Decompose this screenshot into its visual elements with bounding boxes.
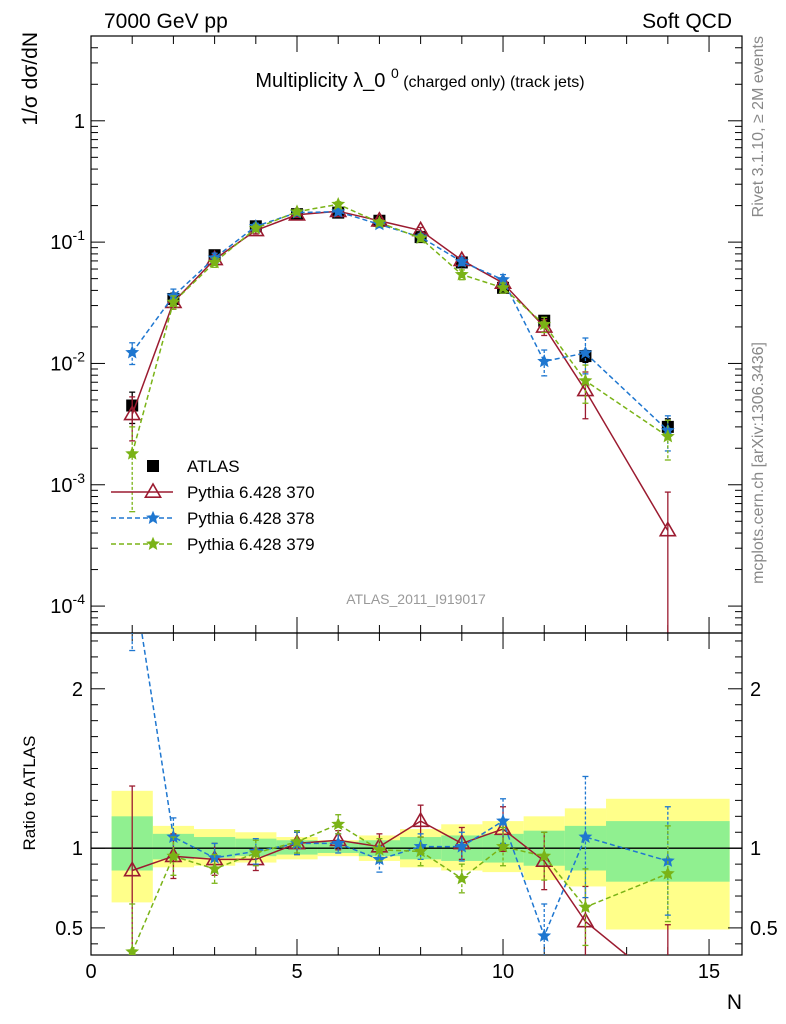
energy-label: 7000 GeV pp (104, 10, 228, 33)
data-point (372, 215, 387, 229)
y-tick-exponent: -3 (73, 470, 86, 486)
data-point (413, 230, 428, 244)
ratio-point (496, 813, 510, 828)
title-suffix: (charged only) (track jets) (399, 74, 585, 91)
data-point (537, 317, 552, 331)
ratio-point (537, 928, 552, 942)
y-tick-label: 10-4 (50, 591, 85, 618)
legend-label: Pythia 6.428 378 (187, 509, 315, 528)
ratio-point (454, 839, 469, 853)
legend-item: Pythia 6.428 370 (111, 482, 315, 502)
data-point (123, 404, 142, 421)
ratio-y-tick-label: 0.5 (750, 918, 778, 940)
ratio-point (454, 871, 469, 885)
main-series (123, 197, 677, 633)
ratio-point (660, 981, 675, 994)
ratio-y-tick-label: 1 (750, 838, 761, 860)
ratio-series-pythia-6-428-378 (127, 565, 675, 955)
data-point (125, 446, 140, 460)
ratio-point (125, 944, 140, 955)
data-point (125, 345, 140, 359)
x-axis-label: N (727, 991, 742, 1014)
y-tick-exponent: -2 (73, 348, 86, 364)
ratio-point (290, 834, 304, 848)
data-point (331, 204, 346, 218)
data-point (331, 197, 346, 211)
ratio-point (123, 860, 142, 877)
ratio-y-tick-label: 2 (72, 679, 83, 701)
series-line (131, 210, 669, 432)
title-superscript: 0 (391, 65, 399, 81)
chart-title: Multiplicity λ_0 0 (charged only) (track… (255, 65, 584, 92)
data-point (578, 345, 593, 359)
legend-label: ATLAS (187, 457, 240, 476)
rivet-label: Rivet 3.1.10, ≥ 2M events (750, 36, 767, 217)
ratio-point (411, 811, 430, 828)
y-tick-label: 10-1 (50, 227, 85, 254)
data-point (207, 255, 222, 269)
data-point (166, 294, 181, 309)
legend-marker (147, 460, 159, 472)
ratio-y-axis-label: Ratio to ATLAS (20, 736, 39, 851)
ratio-point (372, 842, 387, 856)
ratio-series-pythia-6-428-379 (125, 814, 675, 955)
x-tick-label: 15 (698, 961, 720, 983)
legend-item: Pythia 6.428 379 (111, 535, 315, 554)
data-point (578, 373, 593, 387)
y-axis-label: 1/σ dσ/dN (19, 32, 42, 126)
data-point (246, 220, 265, 237)
series-line (131, 203, 669, 454)
source-label: mcplots.cern.ch [arXiv:1306.3436] (750, 342, 767, 584)
x-tick-label: 5 (291, 961, 302, 983)
y-tick-label: 10-2 (50, 348, 85, 375)
ratio-point (413, 844, 428, 858)
data-point (660, 429, 675, 443)
ratio-y-tick-label: 1 (72, 838, 83, 860)
ratio-point (578, 829, 593, 843)
y-tick-label: 10-3 (50, 470, 85, 497)
ratio-point (166, 848, 181, 863)
legend-marker (146, 510, 160, 524)
y-tick-label: 1 (74, 111, 85, 133)
ratio-plot: 0.5 0.5 1 1 2 2 0 5 10 15 (55, 565, 778, 994)
ratio-point (127, 565, 138, 576)
ratio-point (496, 839, 510, 853)
data-point (537, 354, 552, 368)
ratio-frame (90, 632, 743, 956)
ratio-y-tick-label: 0.5 (55, 918, 83, 940)
main-plot: 10-4 10-3 10-2 10-1 1 ATLAS Pythia 6.428 370 Py… (50, 35, 743, 634)
series-pythia-6-428-379 (125, 197, 675, 513)
legend: ATLAS Pythia 6.428 370 Pythia 6.428 378 Pyt… (111, 457, 315, 554)
ratio-point (535, 851, 554, 868)
x-tick-label: 10 (492, 961, 514, 983)
process-label: Soft QCD (642, 10, 732, 33)
ratio-point (331, 836, 346, 850)
ratio-point (207, 861, 222, 875)
y-tick-exponent: -1 (73, 227, 86, 243)
data-point (454, 267, 469, 281)
legend-label: Pythia 6.428 379 (187, 535, 315, 554)
y-tick-exponent: -4 (73, 591, 86, 607)
data-point (454, 254, 469, 268)
ratio-point (248, 845, 263, 859)
analysis-watermark: ATLAS_2011_I919017 (346, 591, 486, 607)
legend-marker (146, 536, 160, 550)
data-point (248, 221, 263, 235)
ratio-y-tick-label: 2 (750, 679, 761, 701)
data-point (496, 280, 510, 294)
data-point (658, 520, 677, 537)
legend-item: ATLAS (147, 457, 240, 476)
legend-label: Pythia 6.428 370 (187, 483, 315, 502)
ratio-point (537, 848, 552, 863)
ratio-point (578, 899, 593, 914)
ratio-point (331, 817, 346, 831)
legend-item: Pythia 6.428 378 (111, 509, 315, 528)
data-point (290, 204, 304, 218)
legend-marker (144, 482, 162, 499)
x-tick-label: 0 (85, 961, 96, 983)
ratio-series (123, 565, 675, 994)
ratio-point (660, 866, 675, 880)
series-pythia-6-428-378 (125, 204, 675, 452)
